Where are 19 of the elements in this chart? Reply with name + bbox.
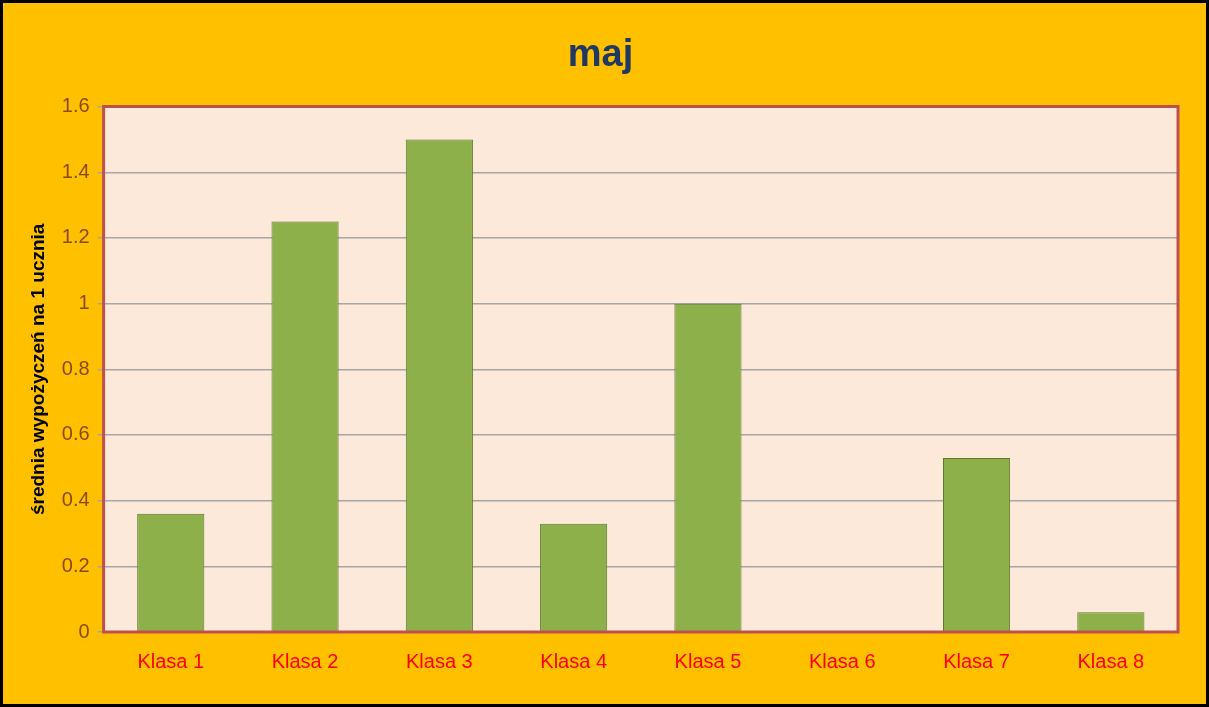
x-tick-label: Klasa 8 bbox=[1077, 649, 1145, 672]
y-axis-title: średnia wypożyczeń na 1 ucznia bbox=[26, 223, 48, 516]
y-tick-label: 1.2 bbox=[61, 225, 90, 248]
y-tick-label: 1.6 bbox=[61, 94, 90, 117]
x-tick-label: Klasa 3 bbox=[405, 649, 473, 672]
x-tick-label: Klasa 7 bbox=[943, 649, 1010, 672]
y-tick-label: 0 bbox=[78, 619, 90, 642]
y-tick-label: 1.4 bbox=[61, 159, 90, 182]
y-tick-label: 0.2 bbox=[61, 553, 90, 576]
x-tick-label: Klasa 2 bbox=[271, 649, 339, 672]
y-tick-label: 0.4 bbox=[61, 488, 90, 511]
y-tick-label: 0.6 bbox=[61, 422, 90, 445]
y-tick-label: 0.8 bbox=[61, 356, 90, 379]
x-tick-label: Klasa 5 bbox=[674, 649, 742, 672]
x-tick-label: Klasa 6 bbox=[808, 649, 876, 672]
x-tick-label: Klasa 4 bbox=[540, 649, 608, 672]
x-tick-label: Klasa 1 bbox=[137, 649, 205, 672]
chart-title: maj bbox=[567, 32, 634, 75]
y-tick-label: 1 bbox=[78, 291, 90, 314]
